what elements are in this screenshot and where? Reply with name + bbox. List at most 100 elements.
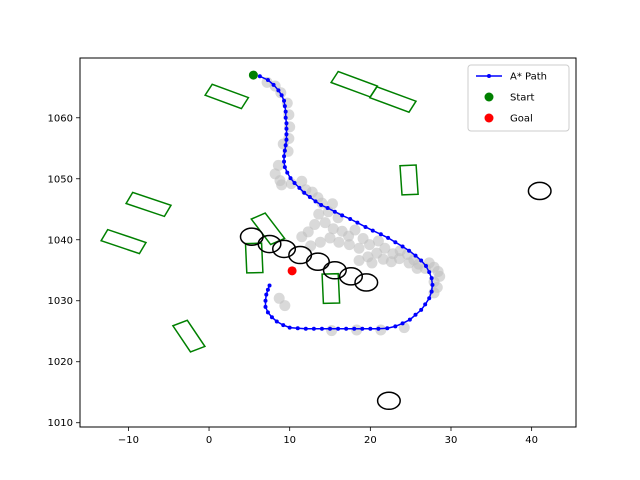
a-star-path-point — [283, 143, 288, 148]
a-star-path-point — [368, 326, 373, 331]
rectangle-obstacle — [329, 70, 379, 98]
explored-node — [296, 175, 308, 187]
a-star-path-point — [282, 104, 287, 109]
explored-node — [364, 239, 376, 251]
rectangle-obstacle — [171, 319, 207, 353]
rectangle-obstacle — [244, 242, 264, 274]
a-star-path-point — [282, 148, 287, 153]
a-star-path-point — [284, 126, 289, 131]
explored-node — [333, 236, 345, 248]
explored-node — [314, 236, 326, 248]
a-star-path-point — [303, 326, 308, 331]
a-star-path-point — [429, 276, 434, 281]
a-star-path-point — [281, 323, 286, 328]
a-star-path-point — [419, 307, 424, 312]
a-star-path-point — [284, 121, 289, 126]
a-star-path-point — [378, 232, 383, 237]
a-star-path-point — [429, 289, 434, 294]
rectangle-obstacle — [368, 85, 418, 114]
a-star-path-point — [265, 77, 270, 82]
a-star-path-point — [400, 321, 405, 326]
a-star-path-point — [283, 109, 288, 114]
x-tick-label: 10 — [283, 435, 296, 446]
explored-node — [313, 208, 325, 220]
y-tick-label: 1060 — [48, 113, 73, 124]
a-star-path-point — [263, 304, 268, 309]
a-star-path-point — [407, 248, 412, 253]
y-tick-label: 1030 — [48, 296, 73, 307]
a-star-path-point — [276, 88, 281, 93]
ellipse-obstacle — [338, 267, 364, 286]
a-star-path-point — [307, 195, 312, 200]
a-star-path-point — [427, 296, 432, 301]
a-star-path-point — [344, 326, 349, 331]
x-tick-label: 30 — [445, 435, 458, 446]
a-star-path-point — [386, 235, 391, 240]
explored-node — [372, 235, 384, 247]
rectangle-obstacle — [399, 164, 419, 196]
a-star-path-point — [265, 310, 270, 315]
start-goal-markers — [248, 70, 297, 276]
y-tick-label: 1010 — [48, 418, 73, 429]
explored-node — [309, 219, 321, 231]
a-star-path-point — [313, 199, 318, 204]
a-star-path-point — [279, 93, 284, 98]
a-star-path-point — [332, 209, 337, 214]
a-star-path-point — [423, 302, 428, 307]
ellipse-obstacle — [257, 234, 282, 254]
a-star-path-point — [393, 324, 398, 329]
y-tick-label: 1040 — [48, 235, 73, 246]
legend-label: Goal — [510, 114, 533, 125]
explored-node — [272, 159, 284, 171]
explored-node — [343, 239, 355, 251]
a-star-path-point — [292, 181, 297, 186]
rectangle-obstacle — [124, 191, 173, 218]
a-star-path-point — [360, 326, 365, 331]
x-tick-label: 0 — [206, 435, 212, 446]
legend-point-swatch — [487, 74, 491, 78]
a-star-path-point — [284, 137, 289, 142]
a-star-path-point — [363, 224, 368, 229]
explored-node — [324, 232, 336, 244]
a-star-path-point — [419, 258, 424, 263]
rectangle-obstacle — [203, 83, 250, 110]
a-star-path-point — [393, 240, 398, 245]
a-star-path-point — [284, 132, 289, 137]
a-star-path-point — [264, 292, 269, 297]
a-star-path-point — [269, 315, 274, 320]
explored-node — [366, 257, 378, 269]
ellipse-obstacle — [527, 181, 552, 201]
explored-node — [353, 254, 365, 266]
explored-node — [273, 292, 285, 304]
legend-label: Start — [510, 93, 535, 104]
explored-node — [285, 178, 297, 190]
a-star-path-point — [283, 115, 288, 120]
a-star-path-point — [282, 98, 287, 103]
ellipse-obstacles — [239, 181, 552, 411]
axes-frame — [79, 57, 577, 428]
a-star-path-point — [413, 312, 418, 317]
explored-node — [353, 242, 365, 254]
y-axis-ticks: 1010 1020 1030 1040 1050 1060 — [48, 113, 80, 429]
a-star-path-point — [295, 326, 300, 331]
y-tick-label: 1020 — [48, 357, 73, 368]
x-axis-ticks: −10 0 10 20 30 40 — [118, 427, 538, 446]
a-star-path-point — [311, 326, 316, 331]
a-star-path-point — [302, 190, 307, 195]
explored-node — [411, 262, 423, 274]
a-star-path — [257, 74, 435, 331]
ellipse-obstacle — [376, 391, 401, 411]
y-tick-label: 1050 — [48, 174, 73, 185]
explored-node — [349, 224, 361, 236]
legend-dot-swatch — [484, 113, 494, 123]
a-star-path-point — [285, 170, 290, 175]
explored-node — [327, 223, 339, 235]
a-star-path-point — [413, 253, 418, 258]
a-star-path-point — [265, 287, 270, 292]
a-star-path-point — [355, 220, 360, 225]
a-star-path-point — [263, 298, 268, 303]
a-star-path-point — [297, 185, 302, 190]
legend-dot-swatch — [484, 92, 494, 102]
ellipse-obstacle — [272, 239, 297, 259]
